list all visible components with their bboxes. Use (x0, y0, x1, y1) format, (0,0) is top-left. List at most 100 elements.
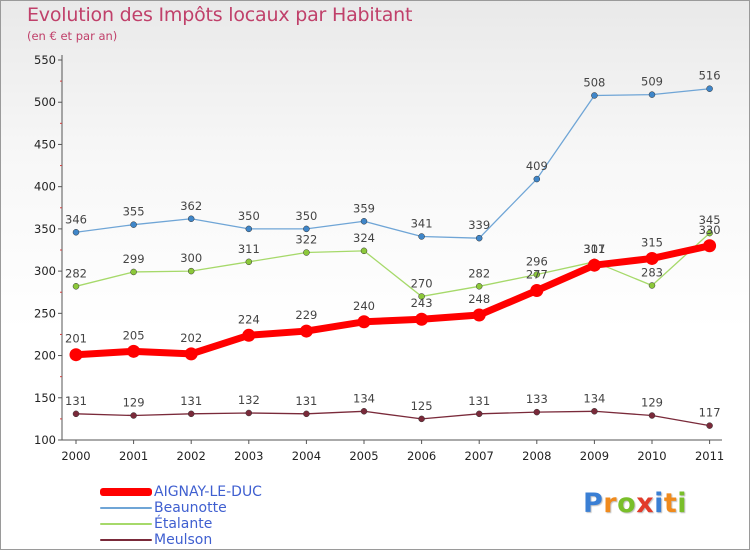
data-label: 330 (699, 223, 721, 237)
data-label: 311 (238, 242, 260, 256)
y-tick-label: 100 (34, 433, 56, 447)
logo-letter: i (677, 488, 688, 519)
data-label: 132 (238, 393, 260, 407)
data-label: 299 (123, 252, 145, 266)
y-tick-label: 500 (34, 95, 56, 109)
data-point (587, 258, 601, 272)
data-point (187, 267, 195, 275)
data-label: 362 (180, 199, 202, 213)
data-label: 224 (238, 312, 260, 326)
y-tick-label: 350 (34, 222, 56, 236)
data-label: 300 (180, 251, 202, 265)
data-point (245, 225, 253, 233)
data-point (418, 293, 425, 300)
data-label: 282 (65, 266, 87, 280)
y-tick-label: 450 (34, 137, 56, 151)
data-point (245, 258, 253, 266)
x-tick-label: 2009 (580, 449, 609, 463)
data-point (533, 408, 541, 416)
data-point (127, 344, 141, 358)
data-point (72, 410, 80, 418)
y-tick-label: 150 (34, 391, 56, 405)
logo-letter: r (603, 488, 618, 519)
data-label: 324 (353, 231, 375, 245)
data-point (475, 234, 483, 242)
data-label: 131 (180, 394, 202, 408)
data-label: 516 (699, 69, 721, 83)
x-tick-label: 2004 (292, 449, 321, 463)
data-point (130, 221, 137, 228)
x-tick-label: 2003 (234, 449, 263, 463)
data-point (69, 348, 83, 362)
data-point (648, 412, 656, 419)
data-label: 508 (583, 75, 605, 89)
y-tick-label: 200 (34, 349, 56, 363)
y-minor-tick (60, 291, 62, 293)
data-point (187, 410, 195, 418)
data-label: 131 (295, 394, 317, 408)
data-point (303, 249, 310, 256)
legend-swatch (100, 523, 152, 525)
data-point (533, 175, 541, 183)
data-label: 201 (65, 332, 87, 346)
series-line-aignay-le-duc (72, 242, 714, 359)
data-point (591, 92, 598, 99)
data-label: 248 (468, 292, 490, 306)
data-label: 315 (641, 235, 663, 249)
data-point (703, 239, 717, 253)
x-tick-label: 2005 (349, 449, 378, 463)
logo-letter: t (663, 488, 678, 519)
data-point (72, 283, 80, 290)
data-point (475, 410, 483, 418)
x-tick-label: 2006 (407, 449, 436, 463)
data-label: 311 (583, 242, 605, 256)
y-minor-tick (60, 207, 62, 209)
data-label: 125 (411, 399, 433, 413)
y-tick-label: 400 (34, 180, 56, 194)
x-tick-label: 2000 (61, 449, 90, 463)
y-minor-tick (60, 249, 62, 251)
data-label: 339 (468, 218, 490, 232)
data-label: 283 (641, 265, 663, 279)
data-point (472, 308, 486, 322)
data-point (360, 218, 368, 225)
data-point (360, 247, 368, 255)
logo-letter: o (617, 488, 637, 519)
data-label: 229 (295, 308, 317, 322)
legend-label: AIGNAY-LE-DUC (154, 484, 262, 500)
data-label: 341 (411, 216, 433, 230)
data-point (130, 268, 137, 276)
chart-subtitle: (en € et par an) (27, 29, 118, 43)
y-minor-tick (60, 165, 62, 167)
data-label: 277 (526, 268, 548, 282)
series-line-beaunotte (75, 88, 711, 239)
data-point (533, 271, 541, 278)
data-label: 240 (353, 299, 375, 313)
x-tick-label: 2011 (695, 449, 724, 463)
data-label: 202 (180, 331, 202, 345)
data-label: 509 (641, 75, 663, 89)
data-point (299, 324, 313, 338)
logo-letter: i (654, 488, 664, 519)
data-label: 134 (353, 391, 375, 405)
data-point (648, 282, 656, 289)
data-label: 205 (123, 328, 145, 342)
data-label: 133 (526, 392, 548, 406)
data-point (303, 410, 310, 418)
data-label: 270 (411, 276, 433, 290)
y-minor-tick (60, 333, 62, 335)
logo-letter: x (636, 488, 655, 519)
data-label: 282 (468, 266, 490, 280)
data-point (706, 85, 713, 92)
x-tick-label: 2010 (637, 449, 666, 463)
data-label: 296 (526, 254, 548, 268)
data-label: 350 (238, 209, 260, 223)
y-minor-tick (60, 80, 62, 82)
data-label: 117 (699, 406, 721, 420)
data-point (415, 312, 429, 326)
data-label: 131 (468, 394, 490, 408)
x-tick-label: 2002 (177, 449, 206, 463)
y-tick-label: 300 (34, 264, 56, 278)
data-point (645, 251, 659, 265)
